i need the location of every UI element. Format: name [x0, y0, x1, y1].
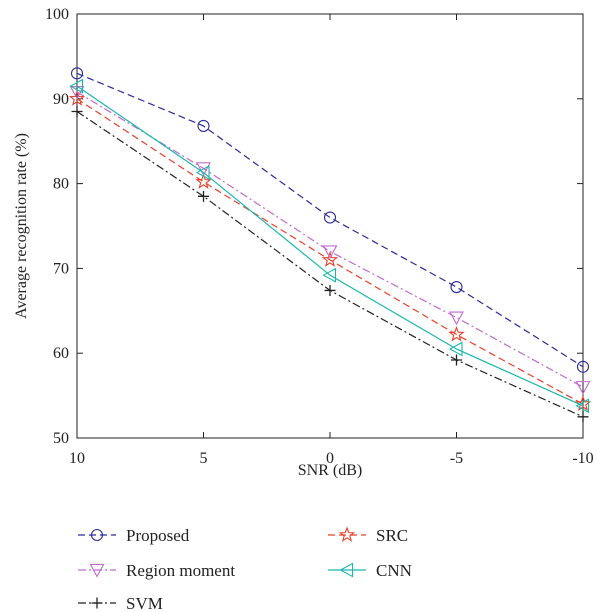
data-point — [195, 173, 212, 189]
data-point — [197, 119, 210, 132]
legend-marker — [89, 563, 105, 578]
y-tick-label: 100 — [45, 6, 69, 23]
legend-item-cnn: CNN — [328, 561, 412, 580]
x-tick-label: 10 — [69, 450, 85, 467]
legend-item-proposed: Proposed — [78, 526, 190, 545]
x-tick-label: -10 — [572, 450, 593, 467]
legend-label: SVM — [126, 594, 163, 612]
data-point — [322, 267, 337, 283]
x-tick-label: -5 — [450, 450, 463, 467]
series-cnn — [69, 78, 590, 414]
data-point — [449, 311, 464, 326]
series-line — [76, 91, 584, 388]
legend-item-svm: SVM — [78, 594, 163, 612]
data-point — [448, 341, 463, 357]
data-point — [68, 90, 86, 106]
data-point — [577, 411, 589, 423]
series-line — [76, 72, 584, 368]
x-axis-label: SNR (dB) — [298, 462, 362, 479]
data-point — [198, 190, 209, 202]
y-tick-label: 70 — [53, 260, 69, 277]
data-point — [576, 360, 590, 373]
y-tick-label: 60 — [53, 345, 69, 362]
data-point — [324, 284, 336, 296]
y-axis-label: Average recognition rate (%) — [13, 133, 30, 319]
y-tick-label: 50 — [53, 430, 69, 447]
y-tick-label: 90 — [53, 91, 69, 108]
data-point — [196, 162, 211, 176]
legend-item-region-moment: Region moment — [78, 561, 235, 580]
series-src — [68, 90, 592, 412]
series-line — [76, 111, 584, 418]
data-point — [323, 211, 337, 224]
legend-label: Proposed — [126, 526, 190, 545]
legend-marker — [339, 562, 354, 578]
x-tick-label: 5 — [200, 450, 208, 467]
series-line — [76, 98, 584, 405]
data-point — [321, 251, 339, 267]
data-point — [71, 106, 83, 118]
series-lines — [68, 67, 592, 423]
legend-marker — [91, 597, 103, 609]
legend: Proposed SRC Region moment CNN SVM — [78, 526, 412, 612]
y-tick-label: 80 — [53, 176, 69, 193]
legend-marker — [90, 528, 104, 542]
data-point — [450, 281, 463, 294]
data-point — [70, 67, 84, 80]
data-point — [322, 245, 338, 260]
legend-label: Region moment — [126, 561, 235, 580]
series-proposed — [70, 67, 590, 373]
data-point — [69, 78, 84, 94]
legend-label: SRC — [376, 526, 408, 545]
legend-label: CNN — [376, 561, 412, 580]
data-point — [448, 325, 465, 342]
legend-marker — [338, 526, 356, 542]
legend-item-src: SRC — [328, 526, 408, 545]
x-tick-label: 0 — [326, 450, 334, 467]
series-line — [76, 85, 584, 407]
data-point — [451, 354, 462, 366]
data-point — [575, 381, 591, 395]
data-point — [195, 165, 210, 180]
series-region-moment — [69, 85, 591, 395]
series-svm — [71, 106, 589, 423]
plot-frame — [76, 13, 584, 439]
data-point — [575, 398, 590, 414]
